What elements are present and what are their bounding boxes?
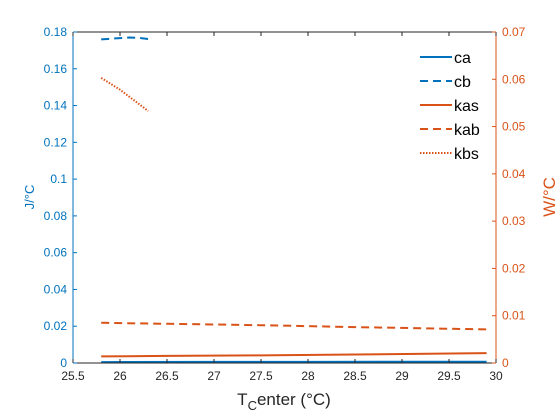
x-tick-label: 29 [395, 369, 409, 383]
x-axis-label-rest: enter (°C) [257, 390, 331, 409]
series-line-kbs [100, 77, 149, 112]
x-ticks: 25.5 26 26.5 27 27.5 28 28.5 29 29.5 30 [61, 32, 503, 383]
x-tick-label: 28 [301, 369, 315, 383]
left-y-tick-label: 0.12 [44, 135, 68, 149]
legend-label-kab: kab [454, 122, 480, 139]
left-y-ticks: 0 0.02 0.04 0.06 0.08 0.1 0.12 0.14 0.16 0.18 [44, 25, 77, 370]
legend-label-kbs: kbs [454, 146, 479, 163]
right-y-ticks: 0 0.01 0.02 0.03 0.04 0.05 0.06 0.07 [492, 25, 526, 370]
legend-label-kas: kas [454, 98, 479, 115]
series-line-cb [101, 36, 149, 41]
right-y-tick-label: 0.01 [502, 309, 526, 323]
x-tick-label: 26.5 [155, 369, 179, 383]
legend: ca cb kas kab kbs [420, 50, 480, 163]
left-y-tick-label: 0.14 [44, 99, 68, 113]
x-tick-label: 30 [489, 369, 503, 383]
series-line-kab [101, 321, 487, 331]
left-y-tick-label: 0 [60, 356, 67, 370]
x-tick-label: 27.5 [249, 369, 273, 383]
x-axis-label-main: T [237, 390, 247, 409]
x-tick-label: 29.5 [437, 369, 461, 383]
left-y-tick-label: 0.02 [44, 319, 68, 333]
right-y-tick-label: 0.04 [502, 167, 526, 181]
right-y-tick-label: 0.06 [502, 72, 526, 86]
x-axis-label-subscript: C [248, 398, 257, 413]
right-y-tick-label: 0.07 [502, 25, 526, 39]
right-y-tick-label: 0.02 [502, 261, 526, 275]
left-y-tick-label: 0.18 [44, 25, 68, 39]
legend-label-ca: ca [454, 50, 471, 67]
right-y-tick-label: 0 [502, 356, 509, 370]
right-y-tick-label: 0.03 [502, 214, 526, 228]
x-tick-label: 27 [207, 369, 221, 383]
plot-background [73, 32, 496, 363]
x-tick-label: 26 [113, 369, 127, 383]
series-line-kas [101, 352, 487, 358]
x-tick-label: 28.5 [343, 369, 367, 383]
left-y-tick-label: 0.06 [44, 246, 68, 260]
left-y-tick-label: 0.08 [44, 209, 68, 223]
right-y-axis-label: W/°C [540, 177, 559, 217]
legend-label-cb: cb [454, 74, 471, 91]
left-y-axis-label: J/°C [22, 185, 37, 210]
x-tick-label: 25.5 [61, 369, 85, 383]
left-y-tick-label: 0.1 [50, 172, 67, 186]
x-axis-label: TCenter (°C) [237, 390, 331, 413]
right-y-tick-label: 0.05 [502, 120, 526, 134]
left-y-tick-label: 0.16 [44, 62, 68, 76]
left-y-tick-label: 0.04 [44, 282, 68, 296]
